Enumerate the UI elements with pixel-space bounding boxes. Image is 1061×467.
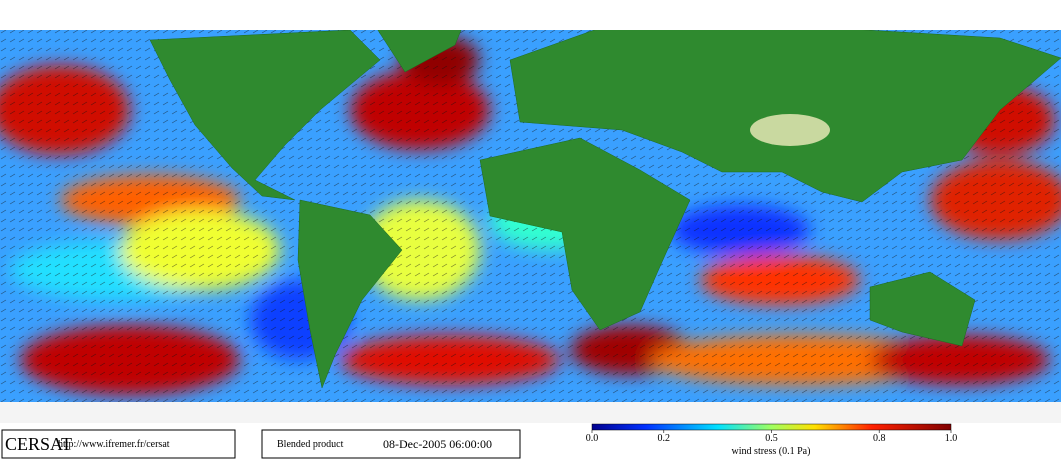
eurasia xyxy=(509,25,1061,203)
colorbar-tick-label: 0.2 xyxy=(658,433,671,444)
colorbar-tick-label: 0.0 xyxy=(586,433,599,444)
colorbar-tick-label: 0.5 xyxy=(765,433,778,444)
north-ice xyxy=(0,0,1061,30)
product: Blended product xyxy=(277,439,344,450)
product-box xyxy=(261,429,521,459)
logo-box xyxy=(1,429,236,459)
logo: CERSAT xyxy=(5,434,72,454)
colorbar-tick-label: 0.8 xyxy=(873,433,886,444)
colorbar: wind stress (0.1 Pa) 0.0 0.2 0.5 0.8 1.0 xyxy=(586,423,958,457)
north-america xyxy=(149,29,381,201)
colorbar-tick-label: 1.0 xyxy=(945,433,958,444)
colorbar-label: wind stress (0.1 Pa) xyxy=(732,446,811,457)
south-america xyxy=(297,199,403,389)
africa xyxy=(479,137,691,331)
url: http://www.ifremer.fr/cersat xyxy=(58,439,170,450)
australia xyxy=(869,271,976,347)
tibet xyxy=(750,114,830,146)
colorbar-gradient xyxy=(591,423,952,431)
date: 08-Dec-2005 06:00:00 xyxy=(383,437,492,451)
